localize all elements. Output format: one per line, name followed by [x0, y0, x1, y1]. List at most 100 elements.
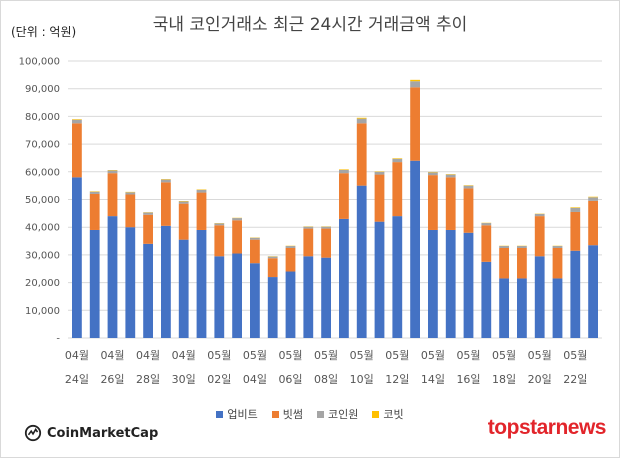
bar-segment-2 [72, 123, 82, 178]
bar-segment-1 [89, 229, 100, 338]
bar-segment-1 [356, 185, 367, 338]
y-tick-label: 10,000 [25, 306, 60, 317]
bar-segment-3 [303, 226, 314, 229]
x-tick-day: 14일 [421, 372, 445, 386]
x-tick-day: 08일 [314, 372, 338, 386]
bar-segment-2 [374, 174, 385, 222]
chart-legend: 업비트 빗썸 코인원 코빗 [0, 406, 620, 422]
bar-segment-4 [339, 169, 349, 170]
bar-segment-3 [463, 185, 474, 189]
x-tick-day: 10일 [350, 372, 374, 386]
bar-segment-3 [499, 246, 509, 248]
bar-segment-3 [89, 191, 100, 194]
bar-segment-2 [232, 220, 242, 254]
bar-segment-3 [178, 201, 189, 204]
x-tick-day: 20일 [528, 372, 552, 386]
bar-segment-1 [570, 250, 581, 338]
x-tick-day: 30일 [172, 372, 196, 386]
legend-swatch [271, 410, 279, 418]
bar-segment-3 [196, 189, 207, 193]
coinmarketcap-text: CoinMarketCap [47, 425, 159, 441]
bar-segment-1 [410, 160, 420, 338]
bar-segment-3 [125, 192, 136, 195]
bar-segment-4 [410, 79, 420, 82]
legend-label: 코빗 [383, 408, 404, 421]
bar-segment-4 [356, 117, 367, 119]
bar-segment-1 [196, 229, 207, 338]
bar-segment-1 [463, 232, 474, 338]
x-tick-month: 05월 [563, 349, 587, 362]
coinmarketcap-logo: CoinMarketCap [24, 424, 158, 442]
x-tick-month: 05월 [492, 349, 516, 362]
bar-segment-2 [463, 188, 474, 233]
x-tick-day: 26일 [100, 372, 124, 386]
bar-segment-1 [552, 278, 563, 338]
x-tick-month: 05월 [278, 349, 302, 362]
x-tick-day: 16일 [456, 372, 480, 386]
bar-segment-1 [534, 256, 545, 338]
bar-segment-1 [392, 216, 403, 338]
bar-segment-1 [339, 218, 349, 338]
bar-segment-2 [125, 194, 136, 228]
bar-segment-3 [356, 118, 367, 124]
y-tick-label: 30,000 [25, 250, 60, 261]
legend-swatch [317, 410, 324, 418]
bar-segment-1 [321, 257, 331, 338]
y-tick-label: 50,000 [25, 195, 60, 206]
bar-segment-1 [143, 243, 153, 338]
unit-label: (단위 : 억원) [11, 25, 77, 39]
bar-segment-3 [552, 246, 563, 248]
bar-segment-3 [232, 218, 242, 221]
bar-segment-2 [534, 216, 545, 257]
x-tick-day: 18일 [492, 372, 516, 386]
x-tick-day: 24일 [65, 372, 89, 386]
legend-swatch [216, 410, 224, 418]
bar-segment-1 [125, 227, 136, 338]
bar-segment-1 [178, 239, 189, 338]
legend-item: 코인원 [317, 406, 358, 422]
bar-segment-3 [392, 158, 403, 163]
bar-segment-3 [214, 223, 225, 226]
legend-item: 업비트 [216, 406, 258, 422]
bar-segment-3 [410, 81, 420, 88]
bar-segment-1 [481, 261, 492, 338]
x-tick-month: 04월 [65, 349, 89, 362]
legend-swatch [372, 410, 380, 418]
y-tick-label: 100,000 [19, 57, 60, 68]
bar-segment-3 [534, 213, 545, 217]
bar-segment-1 [267, 277, 278, 338]
bar-segment-1 [72, 177, 82, 338]
x-tick-month: 04월 [172, 349, 196, 362]
chart-title: 국내 코인거래소 최근 24시간 거래금액 추이 [152, 15, 468, 35]
bar-segment-2 [303, 228, 314, 257]
x-tick-day: 06일 [278, 372, 302, 386]
y-tick-label: - [56, 334, 60, 345]
x-tick-month: 05월 [350, 349, 374, 362]
legend-label: 업비트 [227, 408, 258, 421]
coinmarketcap-icon [24, 424, 42, 442]
bar-segment-3 [161, 179, 171, 183]
x-tick-month: 05월 [421, 349, 445, 362]
x-tick-month: 05월 [207, 349, 231, 362]
bar-segment-2 [267, 258, 278, 278]
bar-segment-1 [285, 271, 296, 338]
bar-segment-1 [303, 256, 314, 338]
x-tick-day: 04일 [243, 372, 267, 386]
bar-segment-2 [178, 203, 189, 240]
legend-item: 빗썸 [271, 406, 303, 422]
legend-item: 코빗 [372, 406, 404, 422]
bar-segment-2 [107, 173, 118, 217]
bar-segment-1 [588, 245, 598, 338]
y-tick-label: 20,000 [25, 278, 60, 289]
bar-segment-3 [285, 246, 296, 248]
bar-segment-2 [143, 214, 153, 244]
bar-segment-2 [250, 239, 260, 264]
bar-segment-3 [517, 246, 527, 248]
bar-segment-3 [143, 212, 153, 215]
bar-segment-2 [570, 211, 581, 251]
bar-segment-2 [339, 173, 349, 219]
bar-segment-2 [321, 228, 331, 258]
bar-segment-3 [374, 171, 385, 175]
bar-segment-1 [161, 225, 171, 338]
